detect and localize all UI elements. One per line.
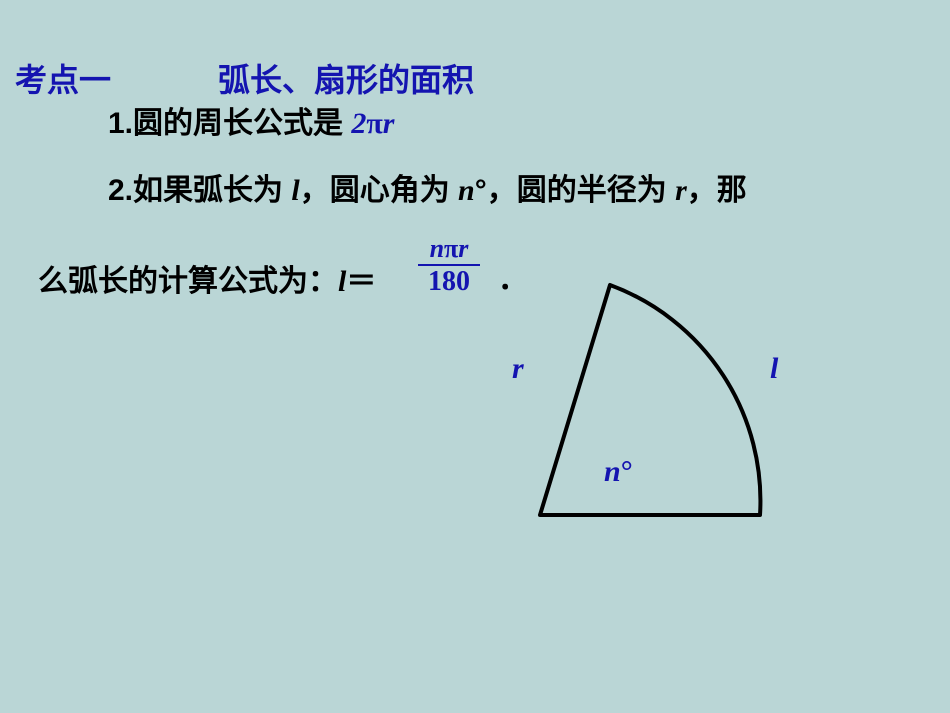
formula-pi: π: [366, 107, 382, 140]
line2-degree: °: [475, 174, 487, 207]
line2-prefix: 2.如果弧长为: [108, 174, 291, 207]
line3-prefix: 么弧长的计算公式为：: [38, 265, 338, 298]
fraction-numerator: nπr: [418, 236, 480, 262]
line3-equals: ＝: [346, 265, 376, 298]
line2-l: l: [291, 174, 299, 207]
num-pi: π: [444, 234, 458, 263]
label-n-degree: °: [621, 455, 633, 488]
line2: 2.如果弧长为 l，圆心角为 n°，圆的半径为 r，那: [108, 165, 747, 209]
heading-title: 弧长、扇形的面积: [218, 55, 474, 101]
formula-r: r: [383, 107, 395, 140]
num-n: n: [430, 234, 444, 263]
label-n-var: n: [604, 455, 621, 488]
fraction-denominator: 180: [418, 268, 480, 296]
num-r: r: [458, 234, 468, 263]
line2-suffix: ，那: [687, 174, 747, 207]
line1: 1.圆的周长公式是 2πr: [108, 98, 394, 142]
line2-mid1: ，圆心角为: [300, 174, 458, 207]
line2-mid2: ，圆的半径为: [487, 174, 675, 207]
line2-r: r: [675, 174, 687, 207]
label-r: r: [512, 352, 524, 386]
formula-2: 2: [351, 107, 366, 140]
label-n: n°: [604, 455, 633, 489]
sector-diagram: [480, 280, 830, 580]
line2-n: n: [458, 174, 475, 207]
heading-section: 考点一: [15, 55, 111, 101]
sector-path: [540, 285, 760, 515]
line1-prefix: 1.圆的周长公式是: [108, 107, 351, 140]
label-l: l: [770, 352, 778, 386]
fraction: nπr 180: [418, 236, 480, 296]
line3: 么弧长的计算公式为：l＝: [38, 256, 376, 300]
